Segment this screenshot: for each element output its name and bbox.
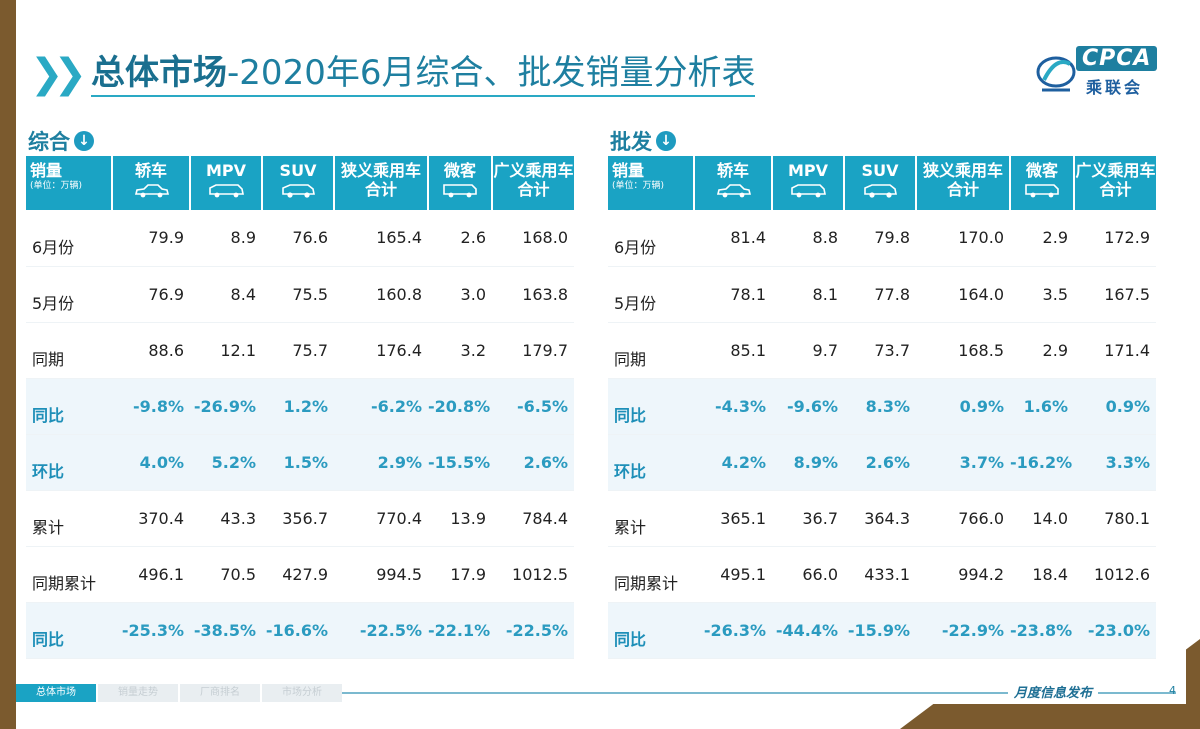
mpv-icon: [209, 184, 244, 198]
table-row: 同期累计 495.1 66.0 433.1 994.2 18.4 1012.6: [608, 546, 1156, 603]
header-mpv: MPV: [771, 156, 844, 210]
header-broad-total: 广义乘用车 合计: [491, 156, 574, 210]
table-row: 同期 85.1 9.7 73.7 168.5 2.9 171.4: [608, 322, 1156, 379]
left-frame-bar: [0, 0, 16, 729]
table-row-highlight: 环比 4.0% 5.2% 1.5% 2.9% -15.5% 2.6%: [26, 434, 574, 491]
footer-divider: [342, 692, 1176, 694]
header-sedan: 轿车: [111, 156, 190, 210]
header-minivan: 微客: [427, 156, 492, 210]
header-metric: 销量 (单位：万辆): [608, 156, 694, 210]
table-row: 同期累计 496.1 70.5 427.9 994.5 17.9 1012.5: [26, 546, 574, 603]
table-row-highlight: 同比 -25.3% -38.5% -16.6% -22.5% -22.1% -22.5%: [26, 602, 574, 659]
table-row: 累计 365.1 36.7 364.3 766.0 14.0 780.1: [608, 490, 1156, 547]
header-suv: SUV: [843, 156, 916, 210]
down-arrow-icon: ↓: [656, 131, 676, 151]
table-row: 累计 370.4 43.3 356.7 770.4 13.9 784.4: [26, 490, 574, 547]
sedan-icon: [134, 184, 169, 198]
monthly-release-label: 月度信息发布: [1008, 682, 1099, 701]
slide: ❯❯ 总体市场-2020年6月综合、批发销量分析表 CPCA 乘联会 综合 ↓ 批…: [16, 14, 1186, 704]
logo-mark-icon: [1036, 56, 1076, 92]
page-title: 总体市场-2020年6月综合、批发销量分析表: [91, 51, 756, 97]
table-header-row: 销量 (单位：万辆) 轿车 MPV SUV 狭义乘用车 合计 微客 广义乘用车 合计: [608, 156, 1156, 210]
tab-sales-trend[interactable]: 销量走势: [98, 684, 178, 702]
tab-maker-ranking[interactable]: 厂商排名: [180, 684, 260, 702]
table-header-row: 销量 (单位：万辆) 轿车 MPV SUV 狭义乘用车 合计 微客 广义乘用车 合计: [26, 156, 574, 210]
logo-sub-text: 乘联会: [1086, 78, 1144, 97]
mpv-icon: [791, 184, 826, 198]
table-row-highlight: 同比 -9.8% -26.9% 1.2% -6.2% -20.8% -6.5%: [26, 378, 574, 435]
table-row-highlight: 同比 -4.3% -9.6% 8.3% 0.9% 1.6% 0.9%: [608, 378, 1156, 435]
title-bar: ❯❯ 总体市场-2020年6月综合、批发销量分析表: [30, 46, 756, 102]
table-row-highlight: 环比 4.2% 8.9% 2.6% 3.7% -16.2% 3.3%: [608, 434, 1156, 491]
minivan-icon: [1025, 184, 1059, 198]
header-broad-total: 广义乘用车 合计: [1073, 156, 1156, 210]
header-minivan: 微客: [1009, 156, 1074, 210]
table-row: 5月份 76.9 8.4 75.5 160.8 3.0 163.8: [26, 266, 574, 323]
cpca-logo: CPCA 乘联会: [1036, 44, 1166, 102]
table-row: 6月份 81.4 8.8 79.8 170.0 2.9 172.9: [608, 210, 1156, 267]
sedan-icon: [716, 184, 751, 198]
header-sedan: 轿车: [693, 156, 772, 210]
tab-market-analysis[interactable]: 市场分析: [262, 684, 342, 702]
table-row: 6月份 79.9 8.9 76.6 165.4 2.6 168.0: [26, 210, 574, 267]
section-title-wholesale: 批发 ↓: [610, 126, 676, 156]
footer-bar: 总体市场 销量走势 厂商排名 市场分析 月度信息发布 4: [16, 682, 1186, 704]
header-narrow-total: 狭义乘用车 合计: [333, 156, 428, 210]
table-row-highlight: 同比 -26.3% -44.4% -15.9% -22.9% -23.8% -23.0%: [608, 602, 1156, 659]
header-narrow-total: 狭义乘用车 合计: [915, 156, 1010, 210]
suv-icon: [282, 184, 315, 198]
double-chevron-icon: ❯❯: [30, 51, 87, 97]
page-number: 4: [1169, 684, 1176, 697]
minivan-icon: [443, 184, 477, 198]
header-suv: SUV: [261, 156, 334, 210]
section-title-combined: 综合 ↓: [28, 126, 94, 156]
wholesale-sales-table: 销量 (单位：万辆) 轿车 MPV SUV 狭义乘用车 合计 微客 广义乘用车 合计 …: [608, 156, 1156, 659]
header-metric: 销量 (单位：万辆): [26, 156, 112, 210]
tab-overall-market[interactable]: 总体市场: [16, 684, 96, 702]
logo-brand-text: CPCA: [1076, 46, 1158, 71]
table-row: 5月份 78.1 8.1 77.8 164.0 3.5 167.5: [608, 266, 1156, 323]
table-row: 同期 88.6 12.1 75.7 176.4 3.2 179.7: [26, 322, 574, 379]
suv-icon: [864, 184, 897, 198]
down-arrow-icon: ↓: [74, 131, 94, 151]
combined-sales-table: 销量 (单位：万辆) 轿车 MPV SUV 狭义乘用车 合计 微客 广义乘用车 合计 …: [26, 156, 574, 659]
header-mpv: MPV: [189, 156, 262, 210]
